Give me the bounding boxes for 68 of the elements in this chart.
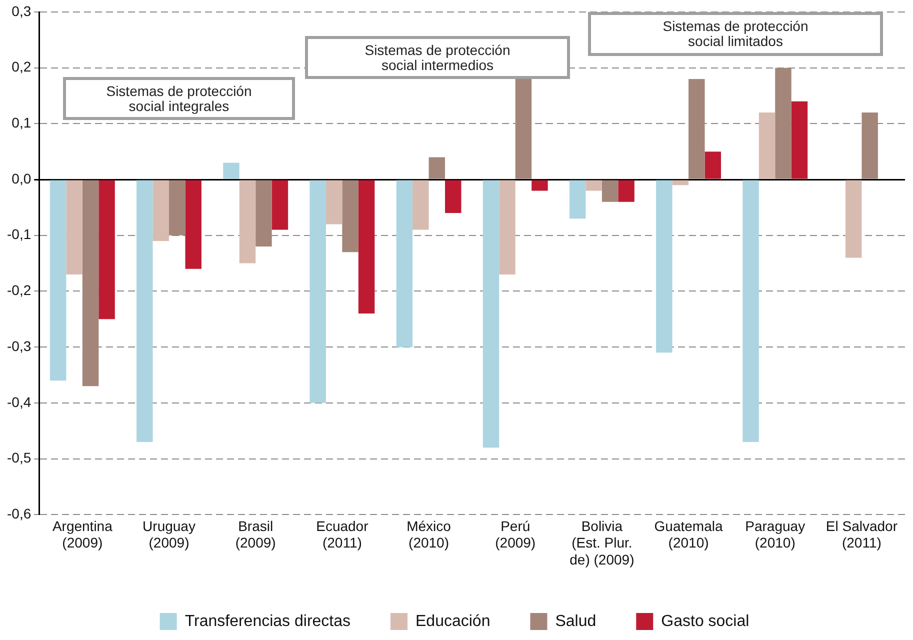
bar [618, 180, 634, 202]
bar [239, 180, 256, 264]
bar [185, 180, 202, 269]
bar [775, 68, 792, 179]
x-tick-label: Uruguay (2009) [142, 518, 196, 551]
bar [396, 180, 413, 348]
y-tick-label: -0,1 [7, 226, 32, 242]
x-tick-label: Perú (2009) [495, 518, 536, 551]
y-tick-label: 0,2 [12, 58, 32, 75]
bar [358, 180, 375, 314]
bar [428, 157, 446, 179]
bar [445, 180, 462, 214]
annotation: Sistemas de protección social intermedios [364, 42, 512, 72]
x-tick-label: México (2010) [406, 518, 452, 551]
bar [672, 180, 689, 186]
text-box: Sistemas de protección social limitados [588, 12, 883, 56]
bar [272, 180, 288, 230]
x-tick-label: Ecuador (2011) [316, 518, 369, 551]
bar [845, 180, 862, 258]
bar [482, 180, 500, 448]
bar [66, 180, 82, 274]
bar [326, 180, 342, 224]
bar [688, 79, 705, 179]
y-tick-label: -0,3 [7, 338, 32, 354]
bar [499, 180, 516, 274]
y-tick-label: -0,2 [7, 282, 32, 298]
x-tick-label: Paraguay (2010) [745, 518, 806, 551]
annotation: Sistemas de protección social limitados [662, 18, 810, 49]
annotation: Sistemas de protección social integrales [105, 82, 253, 114]
bar [758, 112, 776, 179]
bar [515, 79, 532, 179]
bar [791, 101, 808, 179]
legend-label: Educación [416, 612, 490, 630]
x-tick-label: El Salvador (2011) [826, 518, 898, 551]
bar [656, 180, 672, 353]
bar [412, 180, 429, 230]
bar [82, 180, 99, 386]
bar [862, 112, 878, 179]
bar [586, 180, 602, 191]
bar [223, 162, 240, 179]
bar [602, 180, 618, 202]
y-tick-label: -0,5 [7, 450, 32, 466]
text-box: Sistemas de protección social integrales [63, 77, 295, 120]
y-tick-label: 0,1 [12, 114, 32, 131]
x-tick-label: Brasil (2009) [235, 518, 276, 551]
bar [98, 180, 115, 320]
bar [50, 180, 66, 381]
legend-label: Transferencias directas [184, 612, 351, 630]
bar [136, 180, 153, 442]
x-tick-label: Argentina (2009) [52, 518, 113, 551]
y-tick-label: 0,3 [12, 2, 32, 19]
bar [532, 180, 548, 191]
bar [342, 180, 358, 252]
bar [704, 152, 721, 179]
legend-label: Gasto social [661, 612, 750, 630]
bar [152, 180, 170, 241]
x-tick-label: Bolivia (Est. Plur. de) (2009) [570, 518, 634, 568]
y-tick-label: -0,6 [7, 505, 32, 522]
bar [169, 180, 186, 236]
bar [569, 180, 586, 219]
bar [256, 180, 272, 247]
x-tick-label: Guatemala (2010) [654, 518, 723, 551]
bar [742, 180, 759, 442]
y-tick-label: 0,0 [12, 170, 32, 186]
text-box: Sistemas de protección social intermedios [305, 36, 570, 79]
bar [310, 180, 326, 403]
y-tick-label: -0,4 [7, 394, 32, 410]
legend-label: Salud [555, 612, 596, 630]
